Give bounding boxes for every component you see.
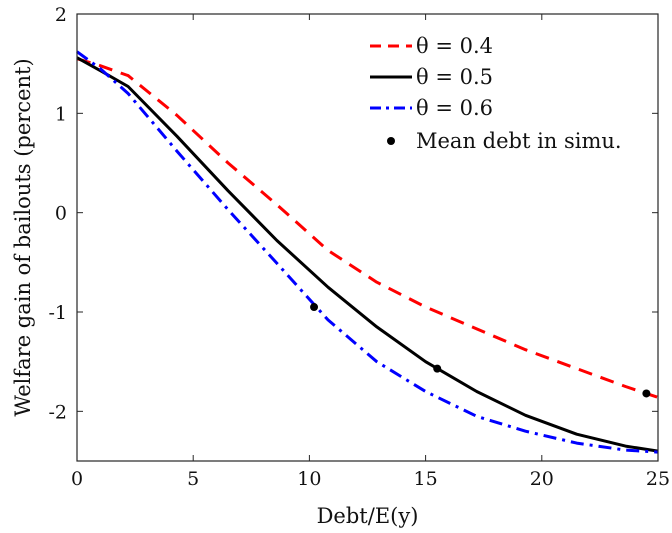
y-tick-label: 0 bbox=[55, 203, 67, 225]
series-line-1 bbox=[76, 57, 659, 399]
legend: θ = 0.4 θ = 0.5 θ = 0.6 Mean debt in simu. bbox=[370, 34, 622, 153]
x-tick-label: 20 bbox=[530, 468, 554, 490]
plot-frame bbox=[76, 13, 659, 462]
mean-debt-marker-3 bbox=[642, 389, 651, 398]
y-tick-label: 2 bbox=[55, 4, 67, 26]
y-tick-label: 1 bbox=[55, 103, 67, 125]
plot-markers bbox=[310, 303, 651, 398]
plot-lines bbox=[76, 50, 659, 454]
x-tick-label: 15 bbox=[414, 468, 438, 490]
x-tick-label: 5 bbox=[187, 468, 199, 490]
mean-debt-marker-2 bbox=[433, 364, 442, 373]
y-tick-label: -1 bbox=[48, 302, 67, 324]
series-line-2 bbox=[76, 56, 659, 453]
x-tick-label: 0 bbox=[71, 468, 83, 490]
x-tick-label: 10 bbox=[297, 468, 321, 490]
y-axis-label: Welfare gain of bailouts (percent) bbox=[11, 58, 35, 416]
x-tick-label: 25 bbox=[646, 468, 670, 490]
legend-marker bbox=[387, 137, 395, 145]
series-line-3 bbox=[76, 50, 659, 454]
legend-label-2: θ = 0.5 bbox=[416, 65, 493, 89]
legend-label-markers: Mean debt in simu. bbox=[416, 129, 622, 153]
mean-debt-marker-1 bbox=[310, 303, 319, 312]
legend-label-3: θ = 0.6 bbox=[416, 96, 493, 120]
legend-label-1: θ = 0.4 bbox=[416, 34, 493, 58]
y-tick-label: -2 bbox=[48, 401, 67, 423]
x-axis-label: Debt/E(y) bbox=[317, 504, 419, 528]
